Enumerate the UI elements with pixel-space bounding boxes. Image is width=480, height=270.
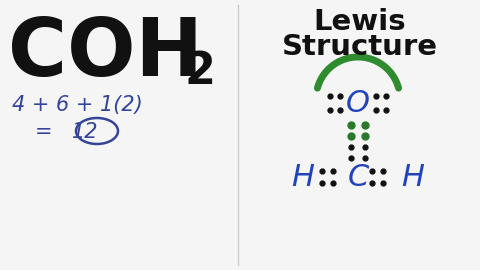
Text: 12: 12 (72, 122, 98, 142)
Text: 2: 2 (185, 50, 216, 93)
Text: H: H (291, 163, 314, 191)
Text: Lewis: Lewis (314, 8, 406, 36)
Text: Structure: Structure (282, 33, 438, 61)
Text: C: C (348, 163, 369, 191)
Text: O: O (346, 89, 370, 117)
Text: =: = (35, 122, 52, 142)
Text: H: H (402, 163, 424, 191)
Text: COH: COH (8, 15, 203, 93)
Text: 4 + 6 + 1(2): 4 + 6 + 1(2) (12, 95, 143, 115)
